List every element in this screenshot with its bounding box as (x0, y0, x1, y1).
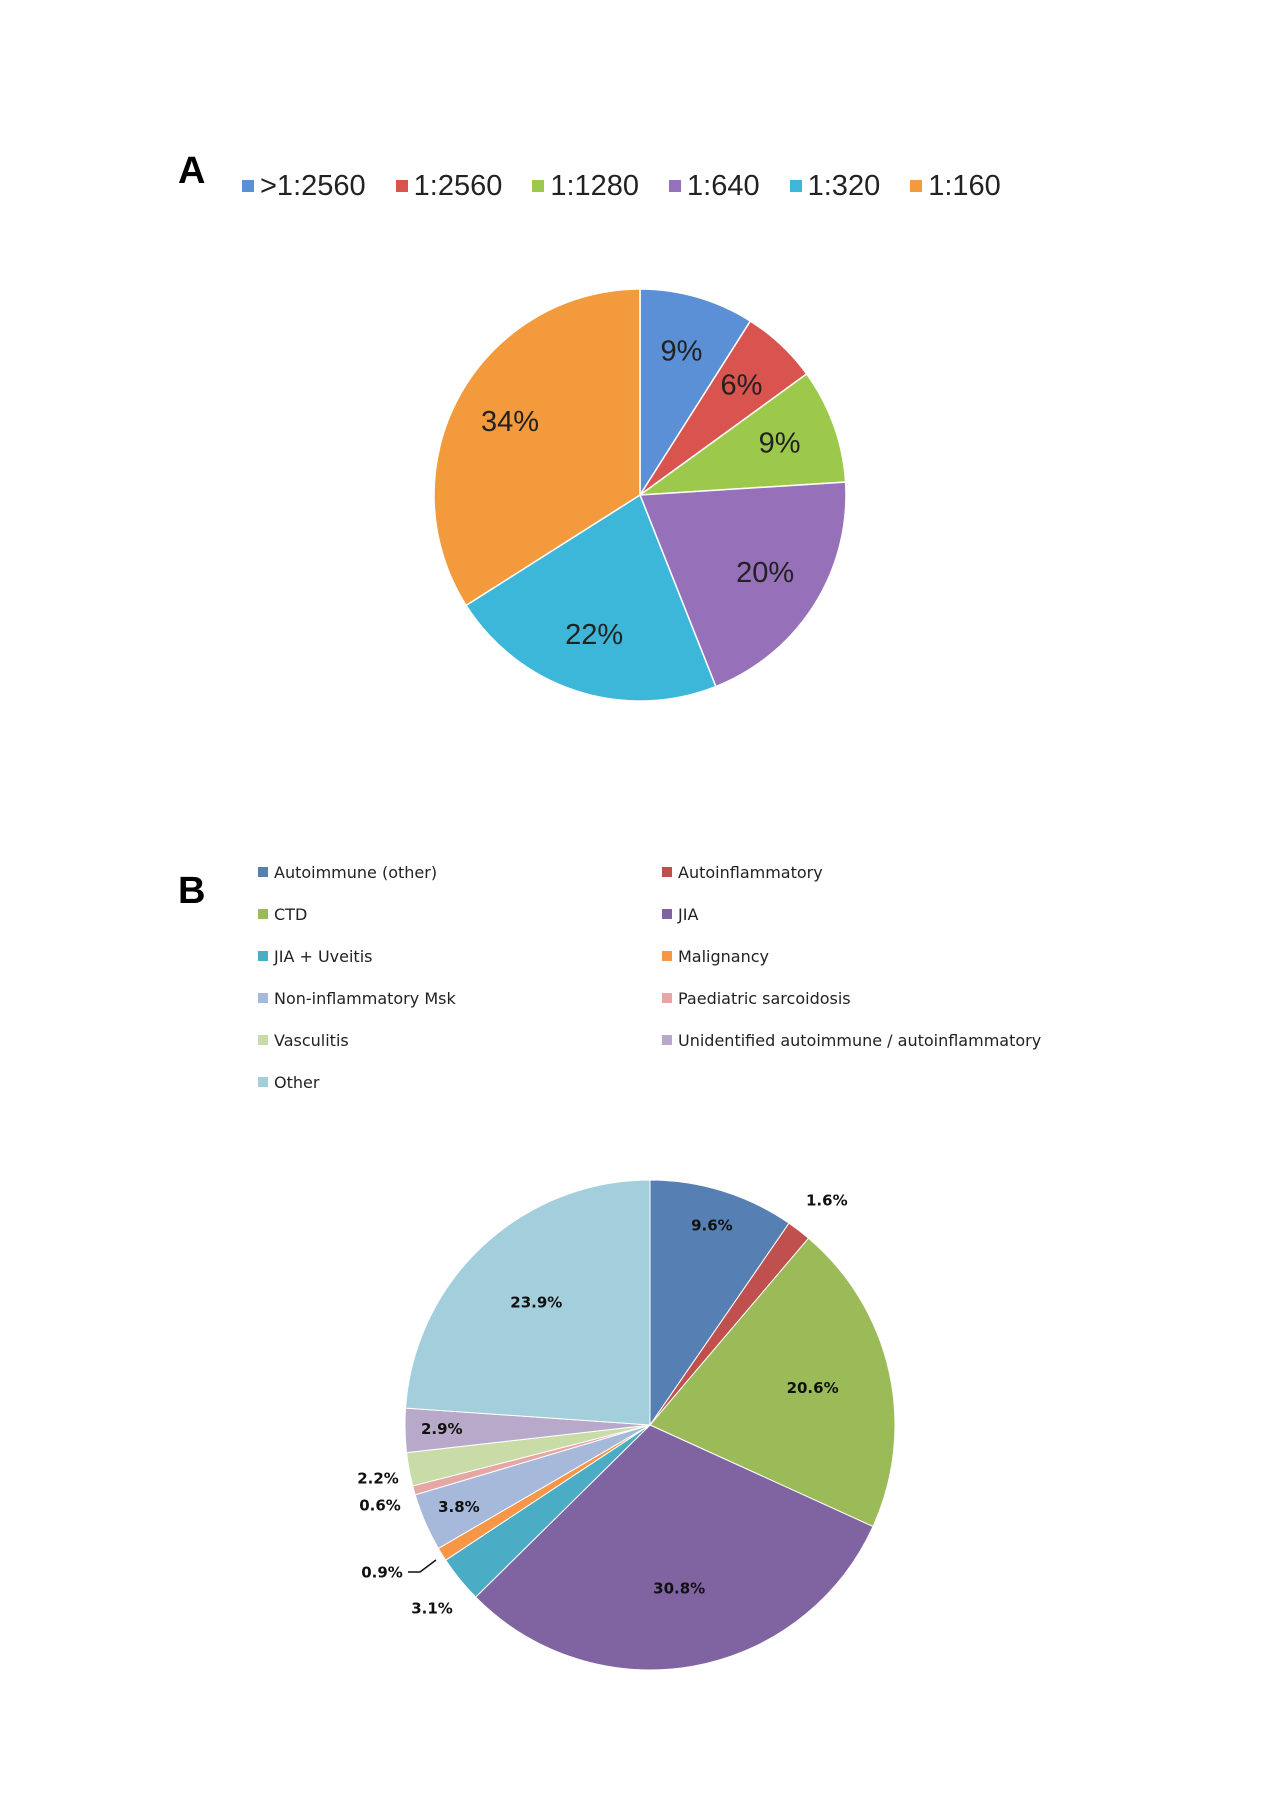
legend-label: Malignancy (678, 946, 770, 966)
legend-label: 1:320 (807, 169, 881, 202)
legend-item-jia: JIA (662, 900, 1102, 928)
data-label-autoimmune-other: 9.6% (691, 1217, 733, 1235)
data-label-paediatric-sarcoidosis: 0.6% (359, 1497, 401, 1515)
legend-swatch (258, 909, 268, 919)
legend-item-malignancy: Malignancy (662, 942, 1102, 970)
legend-swatch (662, 867, 672, 877)
pie-slice-1-1280 (637, 372, 847, 496)
legend-item-1-2560: 1:2560 (395, 169, 503, 203)
data-label-1-640: 20% (736, 557, 794, 589)
data-label-non-inflammatory-msk: 3.8% (438, 1498, 480, 1516)
legend-swatch (662, 1035, 672, 1045)
data-label-1-2560: 6% (721, 370, 763, 402)
pie-slice-1-160 (433, 288, 641, 607)
legend-label: Non-inflammatory Msk (274, 988, 456, 1008)
legend-label: Unidentified autoimmune / autoinflammato… (678, 1030, 1042, 1050)
legend-swatch (662, 909, 672, 919)
pie-slice-1-2560 (639, 288, 752, 498)
data-label-1-1280: 9% (759, 427, 801, 459)
legend-label: Autoimmune (other) (274, 862, 438, 882)
pie-slice-ctd (649, 1237, 896, 1528)
legend-item-vasculitis: Vasculitis (258, 1026, 662, 1054)
legend-item-1-1280: 1:1280 (532, 170, 639, 203)
legend-label: 1:1280 (550, 169, 640, 202)
data-label-jia-uveitis: 3.1% (411, 1600, 453, 1618)
legend-swatch (258, 993, 268, 1003)
legend-swatch (258, 951, 268, 961)
legend-label: 1:2560 (413, 169, 503, 202)
legend-item-non-inflammatory-msk: Non-inflammatory Msk (258, 984, 662, 1012)
legend-swatch (532, 180, 545, 192)
data-label-other: 23.9% (510, 1294, 562, 1312)
legend-item-1-2560: >1:2560 (242, 170, 366, 203)
data-label-malignancy: 0.9% (361, 1564, 403, 1582)
legend-label: >1:2560 (260, 169, 366, 202)
legend-label: Vasculitis (274, 1030, 349, 1050)
pie-slice-jia (474, 1424, 874, 1671)
legend-label: 1:640 (687, 169, 760, 202)
legend-label: Other (274, 1072, 320, 1092)
pie-slice-other (405, 1179, 651, 1426)
legend-item-1-320: 1:320 (789, 169, 881, 203)
legend-label: Paediatric sarcoidosis (678, 988, 851, 1008)
legend-label: JIA + Uveitis (274, 946, 373, 966)
legend-swatch (258, 867, 268, 877)
legend-swatch (662, 993, 672, 1003)
legend-item-paediatric-sarcoidosis: Paediatric sarcoidosis (662, 984, 1102, 1012)
legend-swatch (669, 180, 682, 192)
legend-item-autoimmune-other: Autoimmune (other) (258, 858, 662, 886)
legend-a: >1:2560 1:2560 1:1280 1:640 1:320 1:160 (242, 168, 1031, 204)
data-label-1-320: 22% (565, 619, 623, 651)
pie-slice-autoimmune-other (649, 1179, 790, 1427)
pie-slice-1-640 (638, 481, 847, 688)
legend-label: Autoinflammatory (678, 862, 823, 882)
legend-label: JIA (678, 904, 699, 924)
data-label-1-2560: 9% (660, 335, 702, 367)
panel-label-a: A (178, 150, 206, 192)
legend-item-unidentified-autoimmune-autoinflammatory: Unidentified autoimmune / autoinflammato… (662, 1026, 1102, 1054)
data-label-jia: 30.8% (653, 1580, 705, 1598)
legend-swatch (789, 180, 802, 192)
legend-label: 1:160 (928, 169, 1001, 202)
legend-item-autoinflammatory: Autoinflammatory (662, 858, 1102, 886)
legend-swatch (662, 951, 672, 961)
leader-line-malignancy (408, 1559, 437, 1573)
legend-item-1-640: 1:640 (669, 170, 760, 203)
legend-b: Autoimmune (other) Autoinflammatory CTD JIA… (258, 858, 1108, 1096)
pie-slice-1-320 (465, 493, 717, 702)
legend-item-other: Other (258, 1068, 662, 1096)
pie-chart-a: 9% 6% 9% 20% 22% 34% (433, 288, 847, 702)
data-label-vasculitis: 2.2% (357, 1470, 399, 1488)
data-label-ctd: 20.6% (787, 1379, 839, 1397)
data-label-autoinflammatory: 1.6% (806, 1192, 848, 1210)
data-label-1-160: 34% (481, 406, 539, 438)
panel-label-b: B (178, 870, 206, 912)
legend-swatch (242, 180, 254, 192)
legend-swatch (395, 180, 408, 192)
legend-item-jia-uveitis: JIA + Uveitis (258, 942, 662, 970)
legend-item-1-160: 1:160 (910, 170, 1001, 203)
legend-swatch (910, 180, 923, 192)
legend-label: CTD (274, 904, 308, 924)
legend-item-ctd: CTD (258, 900, 662, 928)
legend-swatch (258, 1077, 268, 1087)
legend-swatch (258, 1035, 268, 1045)
data-label-unidentified-autoimmune-autoinflammatory: 2.9% (421, 1420, 463, 1438)
